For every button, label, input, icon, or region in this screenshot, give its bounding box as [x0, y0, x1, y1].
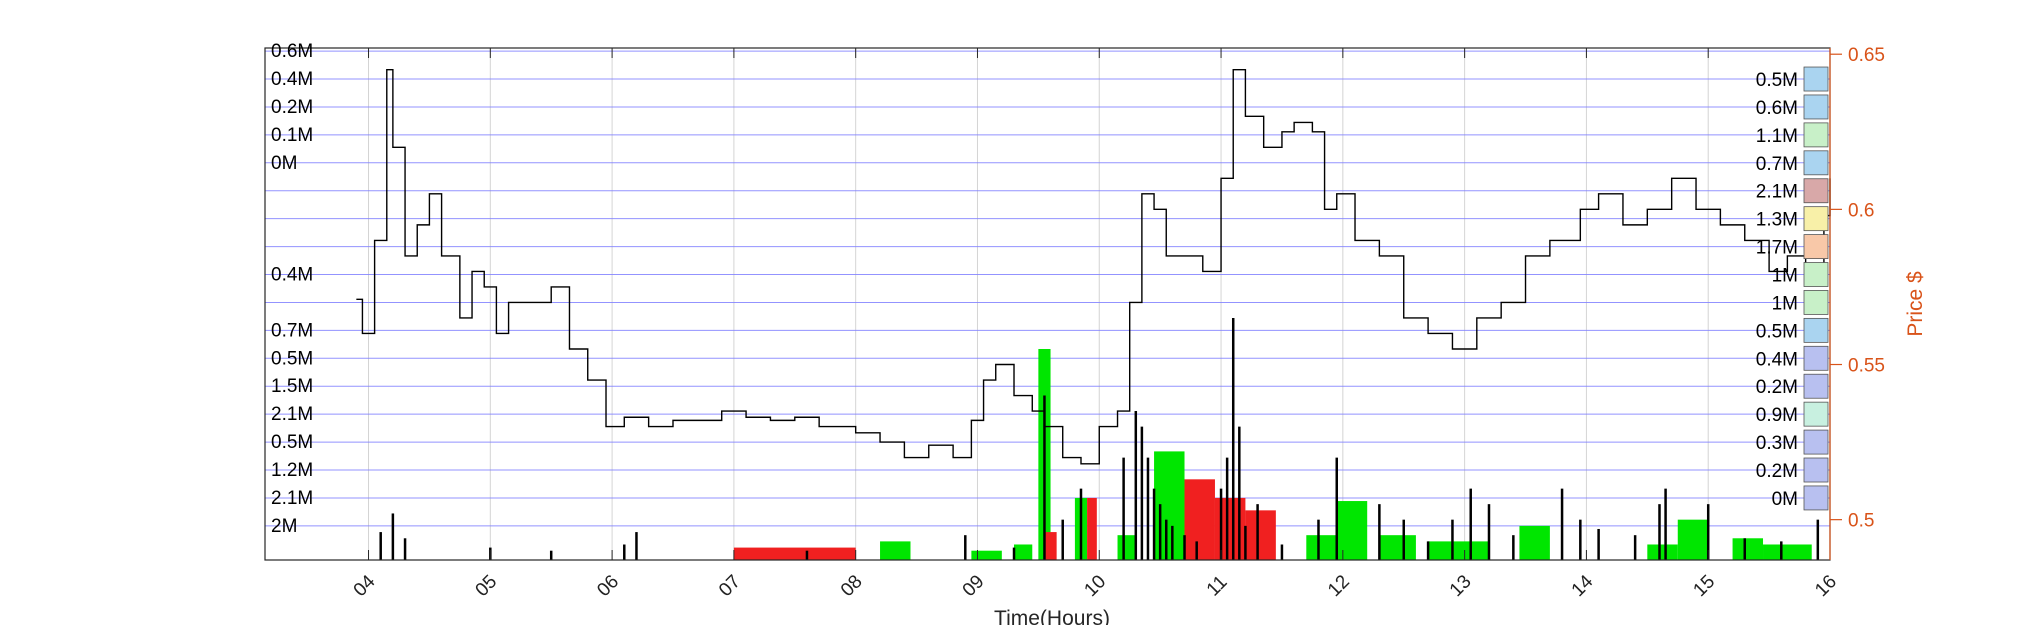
- sell-bar-5: [1245, 510, 1276, 560]
- right-level-label-2: 1.1M: [1756, 126, 1798, 147]
- right-level-swatch-8: [1803, 290, 1829, 315]
- buy-bar-13: [1677, 519, 1709, 560]
- x-tick-label-08: 08: [837, 571, 867, 601]
- price-line: [356, 69, 1831, 465]
- right-y-axis-title: Price $: [1904, 271, 1927, 337]
- right-level-swatch-2: [1803, 122, 1829, 148]
- buy-bar-14: [1732, 538, 1764, 560]
- right-level-label-3: 0.7M: [1756, 154, 1798, 175]
- right-level-swatch-1: [1803, 94, 1829, 120]
- right-y-tick-label-1: 0.55: [1848, 356, 1885, 377]
- buy-bar-11: [1519, 525, 1550, 560]
- right-level-label-13: 0.3M: [1756, 433, 1798, 454]
- right-y-tick-label-3: 0.65: [1848, 45, 1885, 66]
- right-level-label-4: 2.1M: [1756, 182, 1798, 203]
- buy-bar-0: [880, 541, 911, 560]
- right-level-label-5: 1.3M: [1756, 210, 1798, 231]
- right-level-label-7: 1M: [1772, 266, 1798, 287]
- right-level-swatch-0: [1803, 66, 1829, 92]
- sell-bar-0: [733, 547, 856, 560]
- right-level-label-1: 0.6M: [1756, 98, 1798, 119]
- buy-bar-5: [1117, 535, 1136, 560]
- right-level-labels: 0.5M 0.6M 1.1M 0.7M 2.1M 1.3M 1.7M 1M 1M 0.5M 0.4M…: [1756, 66, 1829, 511]
- left-level-labels: 0.6M 0.4M 0.2M 0.1M 0M 0.4M 0.7M 0.5M 1.5M 2.1M 0.…: [271, 41, 313, 537]
- left-level-label-10: 0.5M: [271, 432, 313, 453]
- x-tick-label-09: 09: [959, 571, 989, 601]
- right-level-swatch-14: [1803, 457, 1829, 483]
- left-level-label-2: 0.2M: [271, 97, 313, 118]
- right-level-swatch-5: [1803, 206, 1829, 232]
- right-level-swatch-9: [1803, 317, 1829, 343]
- sell-bar-2: [1087, 497, 1097, 560]
- right-level-label-6: 1.7M: [1756, 238, 1798, 259]
- x-tick-label-06: 06: [593, 571, 623, 601]
- right-level-label-15: 0M: [1772, 489, 1798, 510]
- right-level-label-10: 0.4M: [1756, 349, 1798, 370]
- right-level-label-11: 0.2M: [1756, 377, 1798, 398]
- x-tick-label-07: 07: [715, 571, 745, 601]
- right-level-swatch-10: [1803, 345, 1829, 371]
- x-tick-label-12: 12: [1324, 571, 1354, 601]
- x-tick-label-16: 16: [1811, 571, 1841, 601]
- left-level-label-11: 1.2M: [271, 460, 313, 481]
- buy-bar-15: [1763, 544, 1812, 560]
- right-level-label-8: 1M: [1772, 293, 1798, 314]
- x-axis-title: Time(Hours): [994, 607, 1110, 625]
- sell-bar-1: [1044, 532, 1057, 560]
- right-level-label-0: 0.5M: [1756, 70, 1798, 91]
- sell-bar-4: [1214, 497, 1246, 560]
- right-level-label-14: 0.2M: [1756, 461, 1798, 482]
- right-level-swatch-11: [1803, 373, 1829, 399]
- right-level-label-12: 0.9M: [1756, 405, 1798, 426]
- buy-bar-10: [1428, 541, 1489, 560]
- right-y-tick-label-2: 0.6: [1848, 200, 1874, 221]
- sell-bar-3: [1184, 479, 1215, 560]
- left-level-label-8: 1.5M: [271, 376, 313, 397]
- right-y-tick-label-0: 0.5: [1848, 511, 1874, 532]
- x-tick-label-13: 13: [1446, 571, 1476, 601]
- right-level-swatch-12: [1803, 401, 1829, 427]
- left-level-label-0: 0.6M: [271, 41, 313, 62]
- right-level-swatch-6: [1803, 234, 1829, 259]
- buy-bar-9: [1379, 535, 1416, 560]
- right-level-swatch-3: [1803, 150, 1829, 176]
- left-level-label-3: 0.1M: [271, 125, 313, 146]
- buy-bar-7: [1306, 535, 1337, 560]
- x-tick-label-11: 11: [1203, 572, 1232, 601]
- x-tick-label-14: 14: [1568, 571, 1598, 601]
- left-level-label-13: 2M: [271, 516, 297, 537]
- left-level-label-6: 0.7M: [271, 320, 313, 341]
- left-level-label-5: 0.4M: [271, 265, 313, 286]
- x-tick-label-10: 10: [1080, 571, 1110, 601]
- buy-bar-12: [1647, 544, 1678, 560]
- right-level-label-9: 0.5M: [1756, 321, 1798, 342]
- buy-bar-2: [1014, 544, 1033, 560]
- buy-bar-6: [1154, 451, 1185, 560]
- x-tick-label-15: 15: [1689, 571, 1719, 601]
- right-y-axis: 0.5 0.55 0.6 0.65: [1829, 45, 1885, 560]
- right-level-swatch-15: [1803, 485, 1829, 511]
- right-level-swatch-7: [1803, 262, 1829, 287]
- x-tick-label-05: 05: [472, 571, 502, 601]
- left-level-label-12: 2.1M: [271, 488, 313, 509]
- right-level-swatch-4: [1803, 178, 1829, 204]
- buy-bar-8: [1336, 501, 1368, 560]
- left-level-label-9: 2.1M: [271, 404, 313, 425]
- left-level-label-7: 0.5M: [271, 348, 313, 369]
- left-level-label-4: 0M: [271, 153, 297, 174]
- x-tick-label-04: 04: [350, 571, 380, 601]
- buy-bar-1: [971, 550, 1002, 560]
- left-level-label-1: 0.4M: [271, 69, 313, 90]
- right-level-swatch-13: [1803, 429, 1829, 455]
